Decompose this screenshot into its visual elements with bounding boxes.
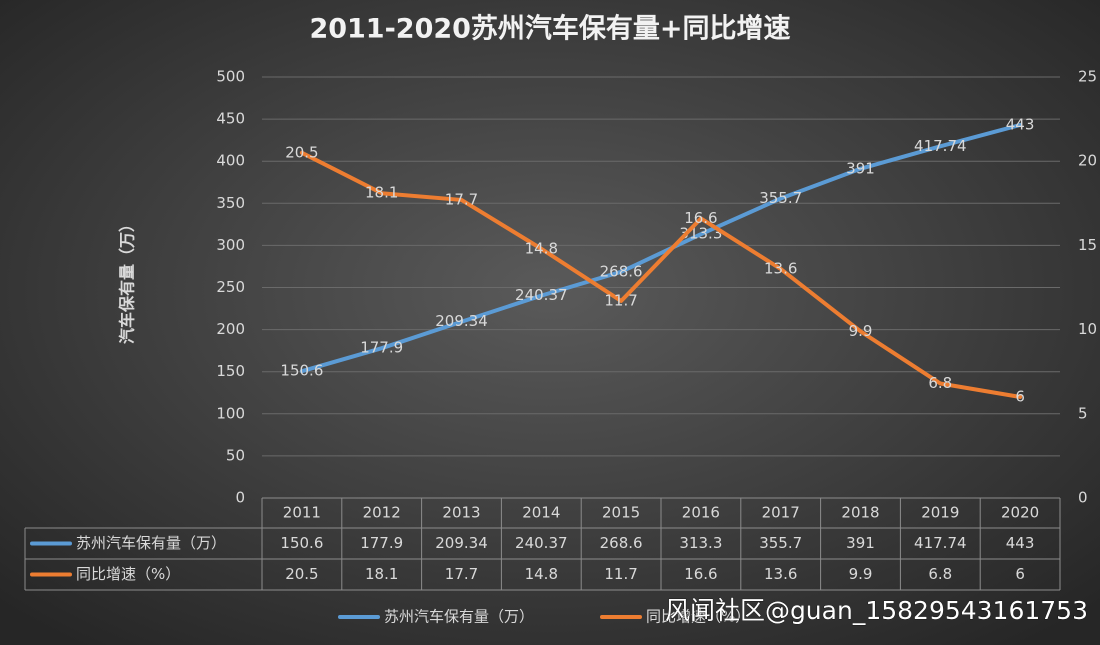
data-label: 443 <box>1006 115 1035 133</box>
table-cell: 177.9 <box>360 534 403 552</box>
table-header: 2019 <box>921 504 959 522</box>
table-cell: 150.6 <box>280 534 323 552</box>
data-label: 9.9 <box>849 322 873 340</box>
y-tick-label: 100 <box>216 404 245 422</box>
data-label: 391 <box>846 159 875 177</box>
legend-label: 同比增速（%） <box>646 608 750 626</box>
y-tick-label: 500 <box>216 68 245 86</box>
y-tick-label: 200 <box>216 320 245 338</box>
data-label: 13.6 <box>764 259 797 277</box>
data-label: 6 <box>1015 387 1025 405</box>
data-label: 240.37 <box>515 286 568 304</box>
data-label: 16.6 <box>684 209 717 227</box>
watermark: 风闻社区@guan_15829543161753 <box>665 596 1088 625</box>
data-label: 150.6 <box>280 362 323 380</box>
table-row-label: 同比增速（%） <box>76 565 180 583</box>
legend-label: 苏州汽车保有量（万） <box>384 608 534 626</box>
data-label: 14.8 <box>525 239 558 257</box>
table-header: 2015 <box>602 504 640 522</box>
table-header: 2017 <box>762 504 800 522</box>
data-label: 18.1 <box>365 184 398 202</box>
table-cell: 268.6 <box>600 534 643 552</box>
table-cell: 13.6 <box>764 565 797 583</box>
y-axis-label: 汽车保有量（万） <box>118 216 137 344</box>
table-cell: 240.37 <box>515 534 568 552</box>
table-cell: 14.8 <box>525 565 558 583</box>
table-cell: 313.3 <box>679 534 722 552</box>
y2-tick-label: 15 <box>1078 236 1097 254</box>
y2-tick-label: 0 <box>1078 489 1088 507</box>
series-line <box>299 122 1023 374</box>
data-label: 11.7 <box>604 291 637 309</box>
table-header: 2020 <box>1001 504 1039 522</box>
table-header: 2014 <box>522 504 560 522</box>
data-label: 268.6 <box>600 262 643 280</box>
y-tick-label: 450 <box>216 110 245 128</box>
y-tick-label: 150 <box>216 362 245 380</box>
table-cell: 9.9 <box>849 565 873 583</box>
table-cell: 209.34 <box>435 534 488 552</box>
table-header: 2011 <box>283 504 321 522</box>
table-cell: 6.8 <box>928 565 952 583</box>
data-label: 177.9 <box>360 339 403 357</box>
y-tick-label: 300 <box>216 236 245 254</box>
data-label: 355.7 <box>759 189 802 207</box>
table-cell: 6 <box>1015 565 1025 583</box>
table-cell: 391 <box>846 534 875 552</box>
y2-tick-label: 5 <box>1078 404 1088 422</box>
y-tick-label: 0 <box>235 489 245 507</box>
data-label: 209.34 <box>435 312 488 330</box>
data-label: 417.74 <box>914 137 967 155</box>
table-cell: 355.7 <box>759 534 802 552</box>
table-header: 2012 <box>363 504 401 522</box>
table-header: 2018 <box>841 504 879 522</box>
data-label: 17.7 <box>445 190 478 208</box>
y-tick-label: 350 <box>216 194 245 212</box>
table-cell: 16.6 <box>684 565 717 583</box>
y2-tick-label: 10 <box>1078 320 1097 338</box>
table-cell: 20.5 <box>285 565 318 583</box>
chart-title: 2011-2020苏州汽车保有量+同比增速 <box>309 13 790 45</box>
data-label: 20.5 <box>285 143 318 161</box>
table-cell: 18.1 <box>365 565 398 583</box>
series-line <box>299 150 1023 399</box>
table-cell: 11.7 <box>604 565 637 583</box>
table-cell: 417.74 <box>914 534 967 552</box>
data-label: 6.8 <box>928 374 952 392</box>
y-tick-label: 50 <box>226 446 245 464</box>
table-row-label: 苏州汽车保有量（万） <box>76 534 226 552</box>
table-cell: 443 <box>1006 534 1035 552</box>
y2-tick-label: 25 <box>1078 68 1097 86</box>
y-tick-label: 250 <box>216 278 245 296</box>
y2-tick-label: 20 <box>1078 152 1097 170</box>
table-header: 2013 <box>442 504 480 522</box>
table-cell: 17.7 <box>445 565 478 583</box>
table-header: 2016 <box>682 504 720 522</box>
y-tick-label: 400 <box>216 152 245 170</box>
